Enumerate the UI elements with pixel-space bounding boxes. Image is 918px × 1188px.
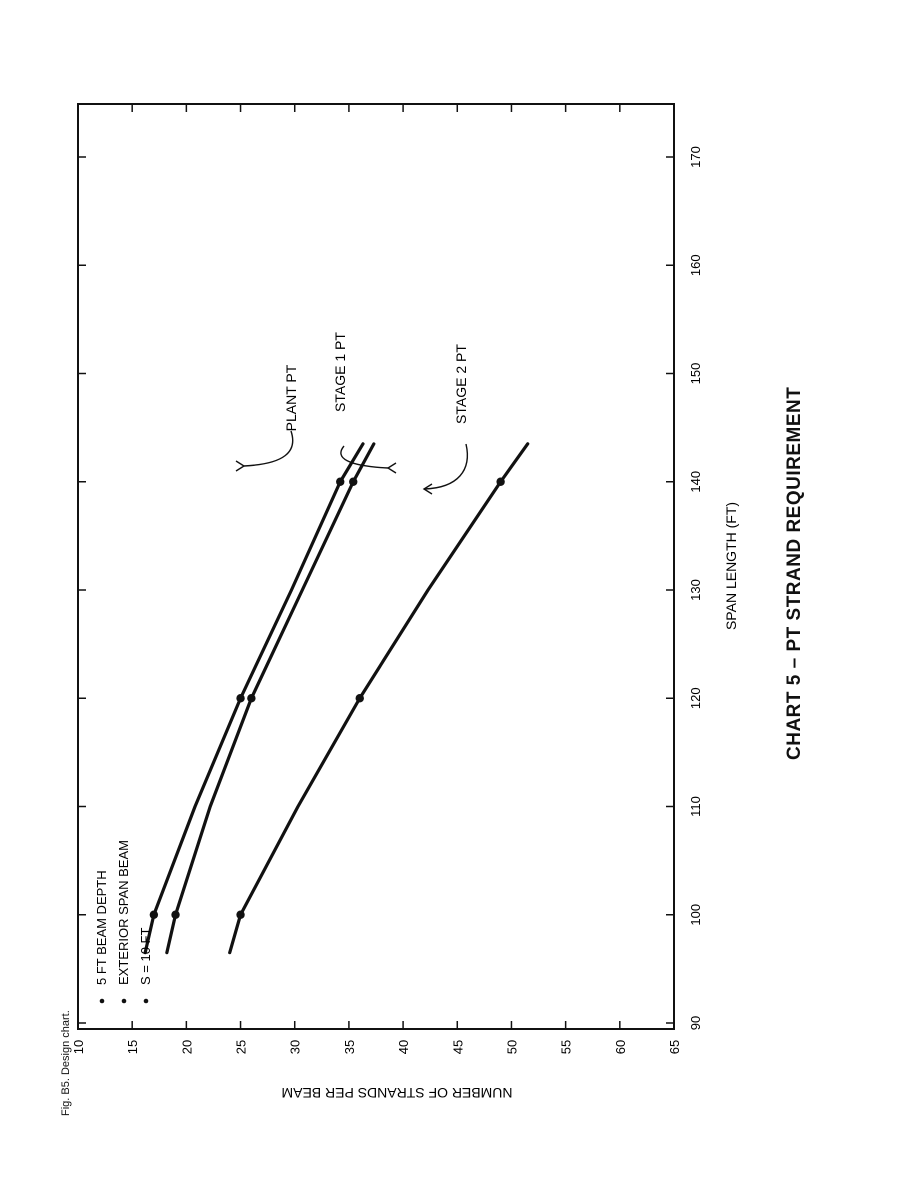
x-tick-label: 120 (688, 687, 703, 709)
data-point (236, 910, 245, 919)
y-tick-label: 35 (342, 1040, 357, 1054)
y-tick-label: 15 (125, 1040, 140, 1054)
legend-note: S = 10 FT (138, 928, 153, 985)
data-point (149, 910, 159, 919)
series-line-2 (165, 442, 376, 955)
series-label: PLANT PT (283, 364, 299, 431)
axis-labels: SPAN LENGTH (FT) NUMBER OF STRANDS PER BE… (281, 502, 739, 1101)
data-point (171, 910, 180, 919)
data-point (355, 694, 364, 703)
x-tick-label: 110 (688, 796, 703, 817)
data-point (349, 477, 358, 486)
x-tick-label: 170 (688, 146, 703, 168)
data-point (236, 694, 245, 703)
legend-note: EXTERIOR SPAN BEAM (116, 840, 131, 985)
x-tick-label: 90 (688, 1016, 703, 1030)
series-line-1 (228, 442, 530, 955)
callout-arrow (243, 430, 294, 467)
y-tick-label: 25 (234, 1040, 249, 1054)
y-tick-label: 20 (179, 1040, 194, 1054)
arrow-head (386, 462, 397, 474)
x-tick-label: 130 (688, 579, 703, 601)
arrow-head (235, 460, 246, 472)
y-tick-label: 50 (504, 1040, 519, 1054)
data-point (496, 477, 505, 486)
x-axis-label: SPAN LENGTH (FT) (723, 502, 739, 630)
legend-bullet (121, 998, 127, 1004)
legend-bullet (143, 998, 149, 1004)
plot-frame (77, 103, 675, 1030)
callout-arrow (340, 445, 389, 469)
x-tick-label: 140 (688, 471, 703, 493)
y-axis-label: NUMBER OF STRANDS PER BEAM (281, 1085, 512, 1101)
y-tick-label: 55 (559, 1040, 574, 1054)
y-tick-label: 30 (288, 1040, 303, 1054)
data-point (336, 477, 345, 486)
figure-caption: Fig. B5. Design chart. (60, 1010, 72, 1116)
chart-title: CHART 5 – PT STRAND REQUIREMENT (784, 386, 805, 760)
y-tick-label: 45 (450, 1040, 465, 1054)
legend-note: 5 FT BEAM DEPTH (94, 870, 109, 985)
y-tick-label: 40 (396, 1040, 411, 1054)
series-label: STAGE 2 PT (453, 344, 469, 424)
series-label: STAGE 1 PT (332, 332, 348, 412)
y-tick-label: 65 (667, 1040, 682, 1054)
data-point (247, 694, 256, 703)
x-axis-ticks: 90 100 110 120 130 140 150 160 170 (78, 146, 703, 1030)
x-tick-label: 150 (688, 363, 703, 385)
x-tick-label: 160 (688, 254, 703, 276)
arrow-head (422, 483, 433, 495)
series-labels: PLANT PT STAGE 1 PT STAGE 2 PT (235, 332, 469, 495)
x-tick-label: 100 (688, 904, 703, 926)
series-lines (143, 442, 530, 955)
y-tick-label: 10 (71, 1040, 86, 1054)
legend-notes: 5 FT BEAM DEPTH EXTERIOR SPAN BEAM S = 10 … (94, 840, 153, 1004)
legend-bullet (99, 998, 105, 1004)
y-axis-ticks: 10 15 20 25 30 35 40 45 50 55 60 65 (71, 104, 682, 1054)
y-tick-label: 60 (613, 1040, 628, 1054)
callout-arrow (423, 443, 468, 490)
